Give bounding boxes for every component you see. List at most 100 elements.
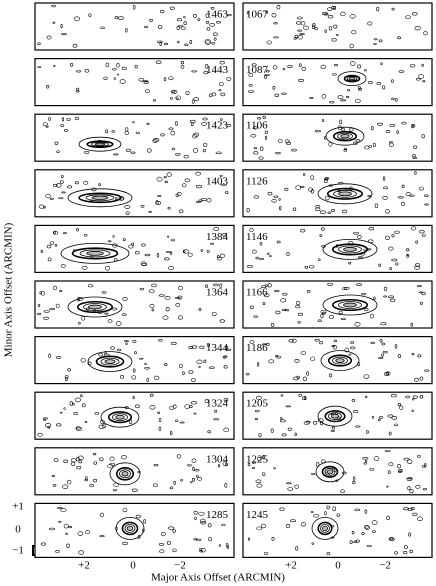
noise-contour — [208, 537, 212, 542]
noise-contour — [157, 195, 162, 197]
noise-contour — [205, 13, 210, 18]
noise-contour — [132, 395, 135, 400]
noise-contour — [169, 486, 174, 490]
noise-contour — [264, 130, 269, 135]
noise-contour — [391, 258, 398, 262]
noise-contour — [141, 243, 146, 247]
noise-contour — [284, 139, 290, 144]
noise-contour — [120, 374, 125, 379]
noise-contour — [55, 550, 60, 553]
noise-contour — [285, 405, 292, 408]
noise-contour — [413, 377, 420, 382]
noise-contour — [72, 43, 78, 48]
noise-contour — [52, 183, 58, 187]
noise-contour — [287, 427, 292, 431]
noise-contour — [314, 129, 321, 133]
noise-contour — [357, 86, 361, 90]
emission-contour — [331, 243, 369, 256]
noise-contour — [192, 466, 195, 471]
noise-contour — [131, 488, 138, 492]
x-tick-label: −2 — [379, 560, 391, 572]
noise-contour — [177, 40, 180, 44]
emission-contour — [330, 413, 340, 419]
noise-contour — [264, 135, 268, 140]
noise-contour — [415, 78, 421, 81]
noise-contour — [151, 308, 154, 312]
noise-contour — [177, 192, 182, 196]
noise-contour — [77, 455, 84, 460]
noise-contour — [191, 458, 197, 463]
noise-contour — [366, 544, 372, 547]
noise-contour — [42, 122, 48, 127]
noise-contour — [292, 207, 297, 212]
emission-contour — [317, 521, 333, 536]
velocity-label: 1364 — [206, 287, 229, 299]
noise-contour — [66, 543, 70, 548]
noise-contour — [71, 402, 75, 406]
noise-contour — [320, 210, 326, 214]
noise-contour — [280, 394, 284, 397]
noise-contour — [178, 286, 183, 291]
noise-contour — [83, 233, 88, 237]
noise-contour — [188, 346, 194, 349]
emission-contour — [311, 517, 339, 540]
noise-contour — [60, 180, 64, 184]
noise-contour — [275, 310, 281, 315]
noise-contour — [308, 265, 315, 269]
noise-contour — [178, 209, 184, 214]
emission-contour — [100, 357, 120, 366]
noise-contour — [272, 85, 276, 90]
noise-contour — [381, 342, 386, 346]
noise-contour — [65, 532, 68, 536]
noise-contour — [192, 148, 199, 153]
noise-contour — [339, 119, 343, 125]
noise-contour — [156, 40, 163, 43]
noise-contour — [98, 424, 105, 429]
noise-contour — [376, 122, 384, 126]
noise-contour — [220, 183, 227, 186]
noise-contour — [256, 362, 260, 367]
noise-contour — [310, 511, 314, 514]
noise-contour — [158, 25, 163, 30]
noise-contour — [391, 97, 395, 101]
noise-contour — [347, 89, 351, 92]
noise-contour — [149, 18, 153, 22]
velocity-label: 1087 — [246, 64, 269, 76]
noise-contour — [215, 21, 221, 24]
noise-contour — [61, 174, 64, 179]
noise-contour — [253, 147, 258, 150]
noise-contour — [367, 21, 373, 26]
noise-contour — [158, 426, 162, 431]
emission-contour — [91, 195, 109, 200]
noise-contour — [155, 60, 162, 64]
noise-contour — [385, 209, 390, 214]
noise-contour — [367, 194, 372, 197]
noise-contour — [357, 64, 362, 69]
noise-contour — [40, 290, 45, 296]
noise-contour — [93, 461, 98, 465]
noise-contour — [134, 351, 137, 355]
emission-contour — [115, 466, 135, 481]
noise-contour — [250, 133, 257, 138]
noise-contour — [43, 418, 47, 421]
noise-contour — [349, 540, 353, 545]
noise-contour — [421, 134, 425, 139]
noise-contour — [254, 417, 259, 421]
noise-contour — [204, 39, 211, 44]
noise-contour — [344, 347, 350, 353]
noise-contour — [276, 5, 281, 10]
noise-contour — [418, 186, 424, 191]
noise-contour — [84, 476, 88, 481]
noise-contour — [378, 263, 381, 267]
noise-contour — [92, 478, 98, 483]
noise-contour — [301, 66, 306, 71]
noise-contour — [148, 289, 155, 294]
noise-contour — [412, 395, 418, 399]
noise-contour — [39, 291, 42, 295]
noise-contour — [184, 178, 191, 183]
noise-contour — [422, 488, 428, 491]
noise-contour — [45, 193, 51, 199]
noise-contour — [191, 70, 198, 73]
noise-contour — [328, 373, 333, 378]
noise-contour — [407, 508, 413, 511]
